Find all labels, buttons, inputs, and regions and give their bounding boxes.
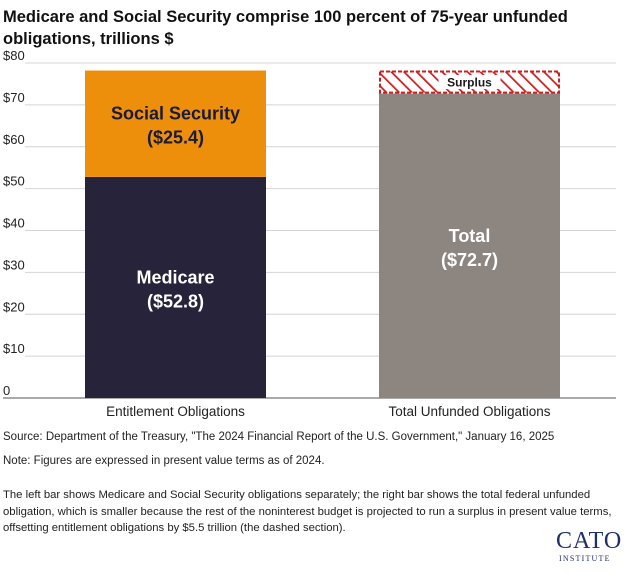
y-tick-label: $50: [3, 174, 25, 189]
logo-sub-text: INSTITUTE: [559, 554, 611, 563]
bar-label-medicare: Medicare: [136, 267, 214, 287]
chart-title: Medicare and Social Security comprise 10…: [3, 8, 568, 48]
bar-label-total: Total: [449, 226, 491, 246]
y-tick-label: $60: [3, 132, 25, 147]
bar-label-social-security: Social Security: [111, 104, 240, 124]
bar-value-total: ($72.7): [441, 250, 498, 270]
x-category-label: Total Unfunded Obligations: [388, 404, 550, 419]
logo-main-text: CATO: [556, 528, 623, 554]
y-tick-label: $20: [3, 299, 25, 314]
bars: [85, 70, 560, 398]
y-tick-label: $80: [3, 48, 25, 63]
cato-logo: CATO INSTITUTE: [556, 528, 623, 568]
description-text: The left bar shows Medicare and Social S…: [3, 489, 612, 534]
y-tick-label: $10: [3, 341, 25, 356]
bar-label-surplus: Surplus: [447, 76, 492, 90]
bar-value-medicare: ($52.8): [147, 291, 204, 311]
chart-svg: 0 $10 $20 $30 $40 $50 $60 $70 $80 Medicare ($52.8…: [3, 48, 616, 419]
y-tick-label: $40: [3, 216, 25, 231]
surplus-label-bg: [438, 75, 501, 90]
bar-labels: Medicare ($52.8) Social Security ($25.4) Tot…: [111, 75, 501, 311]
x-axis-categories: Entitlement Obligations Total Unfunded Ob…: [106, 404, 551, 419]
y-axis-ticks: 0 $10 $20 $30 $40 $50 $60 $70 $80: [3, 48, 25, 398]
x-category-label: Entitlement Obligations: [106, 404, 245, 419]
y-tick-label: $30: [3, 257, 25, 272]
bar-segment-social-security: [85, 70, 266, 177]
bar-segment-medicare: [85, 176, 266, 398]
y-tick-label: $70: [3, 90, 25, 105]
bar-value-social-security: ($25.4): [147, 128, 204, 148]
source-text: Source: Department of the Treasury, "The…: [3, 431, 555, 443]
y-tick-label: 0: [3, 383, 10, 398]
bar-segment-total: [379, 93, 560, 398]
note-text: Note: Figures are expressed in present v…: [3, 455, 325, 467]
